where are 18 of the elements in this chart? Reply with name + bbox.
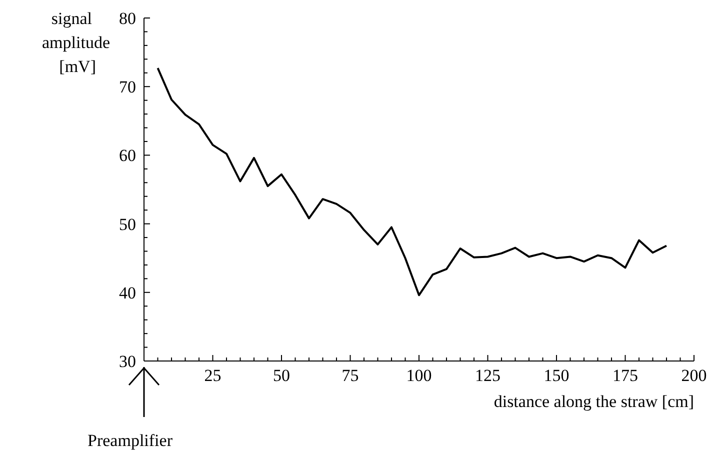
x-axis-title: distance along the straw [cm] <box>494 392 694 411</box>
y-tick-label: 30 <box>119 352 136 371</box>
text: Preamplifier <box>88 431 173 450</box>
y-tick-label: 80 <box>119 9 136 28</box>
x-tick-label: 75 <box>342 366 359 385</box>
y-tick-label: 60 <box>119 146 136 166</box>
y-axis-title: signal amplitude [mV] <box>42 9 110 76</box>
y-tick-label: 40 <box>119 283 136 302</box>
x-tick-label: 125 <box>475 366 500 385</box>
x-tick-label: 25 <box>204 366 222 385</box>
line-series <box>156 67 668 296</box>
x-tick-label: 175 <box>612 366 638 385</box>
x-tick-label: 50 <box>273 366 290 385</box>
y-tick-label: 50 <box>119 214 136 234</box>
y-tick-label: 70 <box>119 78 136 97</box>
x-tick-label: 100 <box>406 366 432 385</box>
x-tick-label: 200 <box>681 366 707 385</box>
x-tick-label: 150 <box>544 366 570 385</box>
